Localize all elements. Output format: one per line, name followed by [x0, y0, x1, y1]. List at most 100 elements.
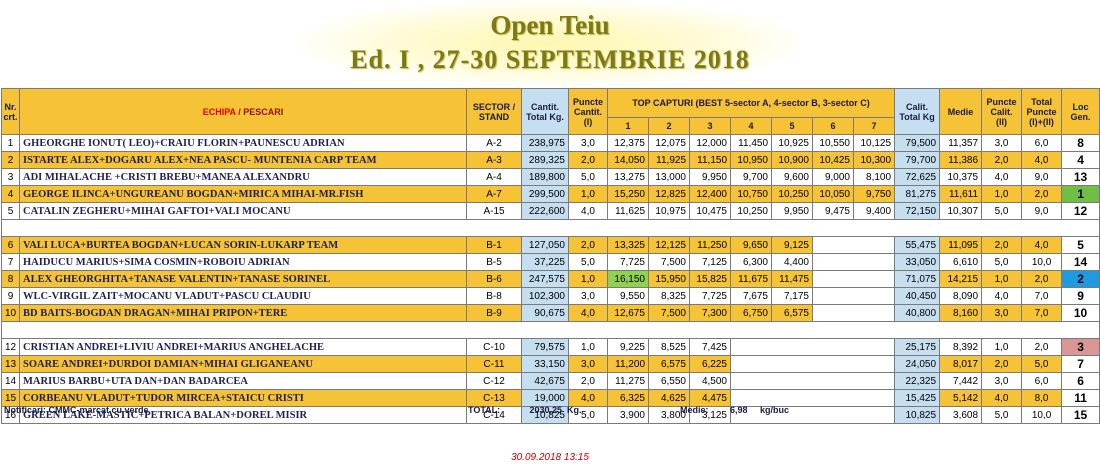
puncte-cantit: 2,0 [568, 236, 608, 254]
capture: 16,150 [607, 270, 649, 288]
capture: 3,125 [689, 406, 731, 424]
group-gap [0, 321, 1100, 339]
stand: C-12 [466, 372, 522, 390]
capture-empty [730, 406, 772, 424]
total-puncte: 10,0 [1021, 253, 1063, 271]
footer-medie-label: Medie: [680, 405, 709, 415]
capture: 15,250 [607, 185, 649, 203]
nr: 9 [1, 287, 20, 305]
capture-empty [853, 389, 895, 407]
team: MARIUS BARBU+UTA DAN+DAN BADARCEA [19, 372, 467, 390]
total-puncte: 4,0 [1021, 151, 1063, 169]
team: BD BAITS-BOGDAN DRAGAN+MIHAI PRIPON+TERE [19, 304, 467, 322]
loc: 5 [1061, 236, 1100, 254]
header-capture-number: 4 [730, 117, 772, 135]
capture: 8,325 [648, 287, 690, 305]
capture: 4,475 [689, 389, 731, 407]
team-row: 14 MARIUS BARBU+UTA DAN+DAN BADARCEA C-12 4… [1, 372, 1100, 390]
capture: 4,400 [771, 253, 813, 271]
nr: 8 [1, 270, 20, 288]
loc: 8 [1061, 134, 1100, 152]
nr: 5 [1, 202, 20, 220]
header-capture-number: 7 [852, 117, 896, 135]
title: Open Teiu [490, 10, 610, 40]
capture: 10,300 [852, 151, 896, 169]
loc: 11 [1061, 389, 1100, 407]
team-row: 6 VALI LUCA+BURTEA BOGDAN+LUCAN SORIN-LUK… [1, 236, 1100, 254]
total-puncte: 7,0 [1021, 304, 1063, 322]
capture-empty [812, 355, 854, 373]
team-row: 8 ALEX GHEORGHITA+TANASE VALENTIN+TANASE … [1, 270, 1100, 288]
stand: A-2 [466, 134, 522, 152]
capture-empty [853, 287, 895, 305]
capture: 10,125 [852, 134, 896, 152]
capture: 10,925 [771, 134, 813, 152]
medie: 11,095 [939, 236, 983, 254]
team: ISTARTE ALEX+DOGARU ALEX+NEA PASCU- MUNT… [19, 151, 467, 169]
team-row: 5 CATALIN ZEGHERU+MIHAI GAFTOI+VALI MOCAN… [1, 202, 1100, 220]
medie: 11,386 [939, 151, 983, 169]
gap-cell [0, 219, 1100, 237]
results-table: Nr. crt. ECHIPA / PESCARI SECTOR / STAND… [0, 88, 1100, 424]
team: CORBEANU VLADUT+TUDOR MIRCEA+STAICU CRIS… [19, 389, 467, 407]
header-capture-number: 5 [771, 117, 813, 135]
puncte-calit: 3,0 [981, 304, 1023, 322]
capture-empty [853, 270, 895, 288]
medie: 7,442 [939, 372, 983, 390]
team: SOARE ANDREI+DURDOI DAMIAN+MIHAI GLIGANE… [19, 355, 467, 373]
cantit: 127,050 [521, 236, 569, 254]
header-total: Total Puncte (I)+(II) [1021, 88, 1063, 135]
medie: 8,017 [939, 355, 983, 373]
capture-empty [771, 406, 813, 424]
header-nr: Nr. crt. [1, 88, 20, 135]
capture: 6,325 [607, 389, 649, 407]
team-row: 7 HAIDUCU MARIUS+SIMA COSMIN+ROBOIU ADRIA… [1, 253, 1100, 271]
team: CATALIN ZEGHERU+MIHAI GAFTOI+VALI MOCANU [19, 202, 467, 220]
nr: 4 [1, 185, 20, 203]
capture-empty [730, 338, 772, 356]
capture: 9,950 [771, 202, 813, 220]
capture: 11,925 [648, 151, 690, 169]
total-puncte: 2,0 [1021, 185, 1063, 203]
capture: 10,550 [812, 134, 854, 152]
capture: 10,425 [812, 151, 854, 169]
gap-cell [0, 321, 1100, 339]
capture: 10,900 [771, 151, 813, 169]
loc: 9 [1061, 287, 1100, 305]
cantit: 289,325 [521, 151, 569, 169]
calit: 40,800 [894, 304, 941, 322]
loc: 10 [1061, 304, 1100, 322]
capture: 11,250 [689, 236, 731, 254]
capture: 6,225 [689, 355, 731, 373]
loc: 1 [1061, 185, 1100, 203]
capture: 11,450 [730, 134, 772, 152]
nr: 2 [1, 151, 20, 169]
medie: 6,610 [939, 253, 983, 271]
medie: 8,392 [939, 338, 983, 356]
capture: 9,600 [771, 168, 813, 186]
calit: 79,500 [894, 134, 941, 152]
group-gap [0, 219, 1100, 237]
stand: C-11 [466, 355, 522, 373]
footer-total-label: TOTAL: [468, 405, 501, 415]
header-calit: Calit. Total Kg [894, 88, 941, 135]
capture-empty [812, 372, 854, 390]
capture: 13,000 [648, 168, 690, 186]
puncte-cantit: 3,0 [568, 134, 608, 152]
capture: 4,500 [689, 372, 731, 390]
capture: 9,000 [812, 168, 854, 186]
medie: 8,090 [939, 287, 983, 305]
team-row: 13 SOARE ANDREI+DURDOI DAMIAN+MIHAI GLIGA… [1, 355, 1100, 373]
team: GHEORGHE IONUT( LEO)+CRAIU FLORIN+PAUNES… [19, 134, 467, 152]
team-row: 15 CORBEANU VLADUT+TUDOR MIRCEA+STAICU CR… [1, 389, 1100, 407]
header-team-b: / PESCARI [238, 106, 284, 117]
total-puncte: 9,0 [1021, 202, 1063, 220]
capture: 9,700 [730, 168, 772, 186]
capture: 12,375 [607, 134, 649, 152]
capture: 9,650 [730, 236, 772, 254]
total-puncte: 2,0 [1021, 270, 1063, 288]
cantit: 102,300 [521, 287, 569, 305]
footer-medie-unit: kg/buc [760, 405, 790, 415]
puncte-calit: 1,0 [981, 185, 1023, 203]
team: GEORGE ILINCA+UNGUREANU BOGDAN+MIRICA MI… [19, 185, 467, 203]
